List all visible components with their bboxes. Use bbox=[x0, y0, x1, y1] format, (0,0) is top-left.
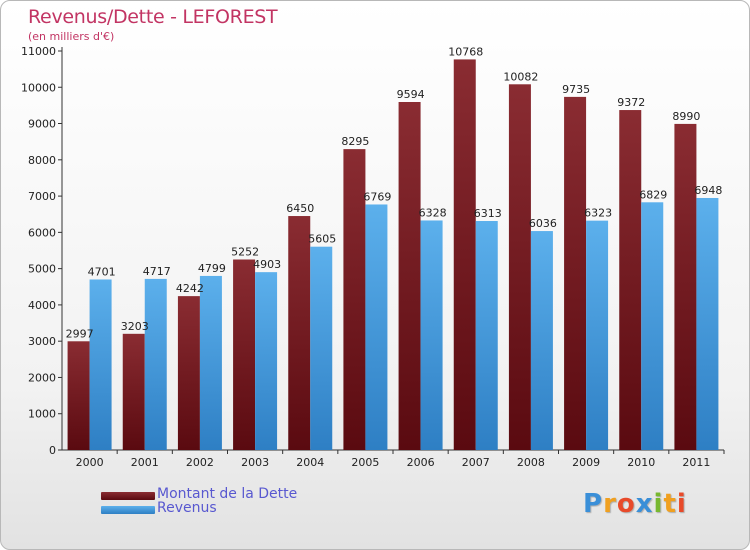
data-label-revenus: 6328 bbox=[419, 206, 447, 219]
data-label-dette: 2997 bbox=[66, 327, 94, 340]
bar-dette bbox=[288, 216, 311, 450]
y-tick-label: 8000 bbox=[28, 154, 56, 167]
bar-dette bbox=[398, 101, 421, 451]
data-label-dette: 8295 bbox=[341, 135, 369, 148]
x-tick-label: 2003 bbox=[241, 456, 269, 469]
data-label-dette: 9735 bbox=[562, 83, 590, 96]
legend-label-dette: Montant de la Dette bbox=[157, 486, 298, 502]
y-tick-label: 9000 bbox=[28, 118, 56, 131]
data-label-revenus: 6036 bbox=[529, 217, 557, 230]
x-tick-label: 2007 bbox=[462, 456, 490, 469]
bar-dette bbox=[67, 341, 90, 450]
bar-dette bbox=[619, 110, 642, 450]
bar-revenus bbox=[255, 272, 278, 450]
bar-dette bbox=[564, 96, 587, 450]
data-label-dette: 5252 bbox=[231, 245, 259, 258]
x-tick-label: 2011 bbox=[682, 456, 710, 469]
data-label-revenus: 5605 bbox=[308, 233, 336, 246]
data-label-dette: 3203 bbox=[121, 320, 149, 333]
y-tick-label: 3000 bbox=[28, 335, 56, 348]
y-tick-label: 0 bbox=[49, 444, 56, 457]
data-label-dette: 4242 bbox=[176, 282, 204, 295]
y-tick-label: 5000 bbox=[28, 263, 56, 276]
x-tick-label: 2002 bbox=[186, 456, 214, 469]
data-label-revenus: 4717 bbox=[143, 265, 171, 278]
logo-letter: i bbox=[653, 489, 664, 519]
y-tick-label: 2000 bbox=[28, 371, 56, 384]
y-axis: 0 1000 2000 3000 4000 5000 6000 7000 8000 9000 100… bbox=[21, 45, 63, 457]
data-label-dette: 10768 bbox=[448, 45, 483, 58]
x-tick-label: 2001 bbox=[131, 456, 159, 469]
data-label-dette: 9372 bbox=[617, 96, 645, 109]
bar-dette bbox=[233, 259, 256, 450]
logo-letter: P bbox=[583, 489, 604, 519]
x-tick-label: 2008 bbox=[517, 456, 545, 469]
logo-letter: o bbox=[616, 489, 636, 519]
data-label-revenus: 6769 bbox=[363, 190, 391, 203]
y-tick-label: 1000 bbox=[28, 408, 56, 421]
bar-revenus bbox=[420, 220, 443, 450]
bar-revenus bbox=[144, 278, 167, 450]
data-label-revenus: 6829 bbox=[639, 188, 667, 201]
bar-dette bbox=[453, 59, 476, 450]
x-tick-label: 2006 bbox=[407, 456, 435, 469]
logo-letter: r bbox=[603, 489, 617, 519]
bar-revenus bbox=[475, 221, 498, 450]
bars bbox=[67, 59, 719, 451]
x-axis: 2000 2001 2002 2003 2004 2005 2006 2007 2008 2009… bbox=[62, 449, 725, 469]
proxiti-logo: Proxiti bbox=[583, 489, 687, 519]
legend-swatch-dette bbox=[101, 492, 155, 500]
logo-letter: i bbox=[676, 489, 687, 519]
y-tick-label: 11000 bbox=[21, 45, 56, 58]
y-tick-label: 7000 bbox=[28, 190, 56, 203]
bar-dette bbox=[177, 296, 200, 450]
legend-swatch-revenus bbox=[101, 506, 155, 514]
legend-label-revenus: Revenus bbox=[157, 500, 217, 516]
bar-dette bbox=[674, 123, 697, 451]
y-tick-label: 6000 bbox=[28, 226, 56, 239]
chart-title: Revenus/Dette - LEFOREST bbox=[28, 6, 278, 28]
data-label-dette: 8990 bbox=[672, 110, 700, 123]
bar-revenus bbox=[199, 275, 222, 450]
data-label-revenus: 6323 bbox=[584, 207, 612, 220]
data-label-dette: 6450 bbox=[286, 202, 314, 215]
data-label-revenus: 4799 bbox=[198, 262, 226, 275]
x-tick-label: 2010 bbox=[627, 456, 655, 469]
bar-revenus bbox=[365, 204, 388, 450]
bar-revenus bbox=[586, 220, 609, 450]
logo-letter: x bbox=[635, 489, 654, 519]
x-tick-label: 2004 bbox=[296, 456, 324, 469]
data-label-revenus: 4701 bbox=[88, 265, 116, 278]
data-label-dette: 10082 bbox=[503, 70, 538, 83]
bar-dette bbox=[122, 333, 145, 450]
bar-revenus bbox=[89, 279, 112, 450]
data-label-dette: 9594 bbox=[397, 88, 425, 101]
y-tick-label: 10000 bbox=[21, 81, 56, 94]
data-label-revenus: 6313 bbox=[474, 207, 502, 220]
bar-dette bbox=[508, 84, 531, 450]
data-label-revenus: 6948 bbox=[694, 184, 722, 197]
chart-subtitle: (en milliers d'€) bbox=[28, 30, 115, 43]
bar-dette bbox=[343, 149, 366, 450]
x-tick-label: 2005 bbox=[351, 456, 379, 469]
bar-revenus bbox=[641, 202, 664, 450]
bar-revenus bbox=[310, 246, 333, 450]
data-label-revenus: 4903 bbox=[253, 258, 281, 271]
x-tick-label: 2009 bbox=[572, 456, 600, 469]
logo-letter: t bbox=[663, 489, 677, 519]
bar-revenus bbox=[696, 197, 719, 450]
bar-revenus bbox=[530, 231, 553, 450]
y-tick-label: 4000 bbox=[28, 299, 56, 312]
x-tick-label: 2000 bbox=[76, 456, 104, 469]
